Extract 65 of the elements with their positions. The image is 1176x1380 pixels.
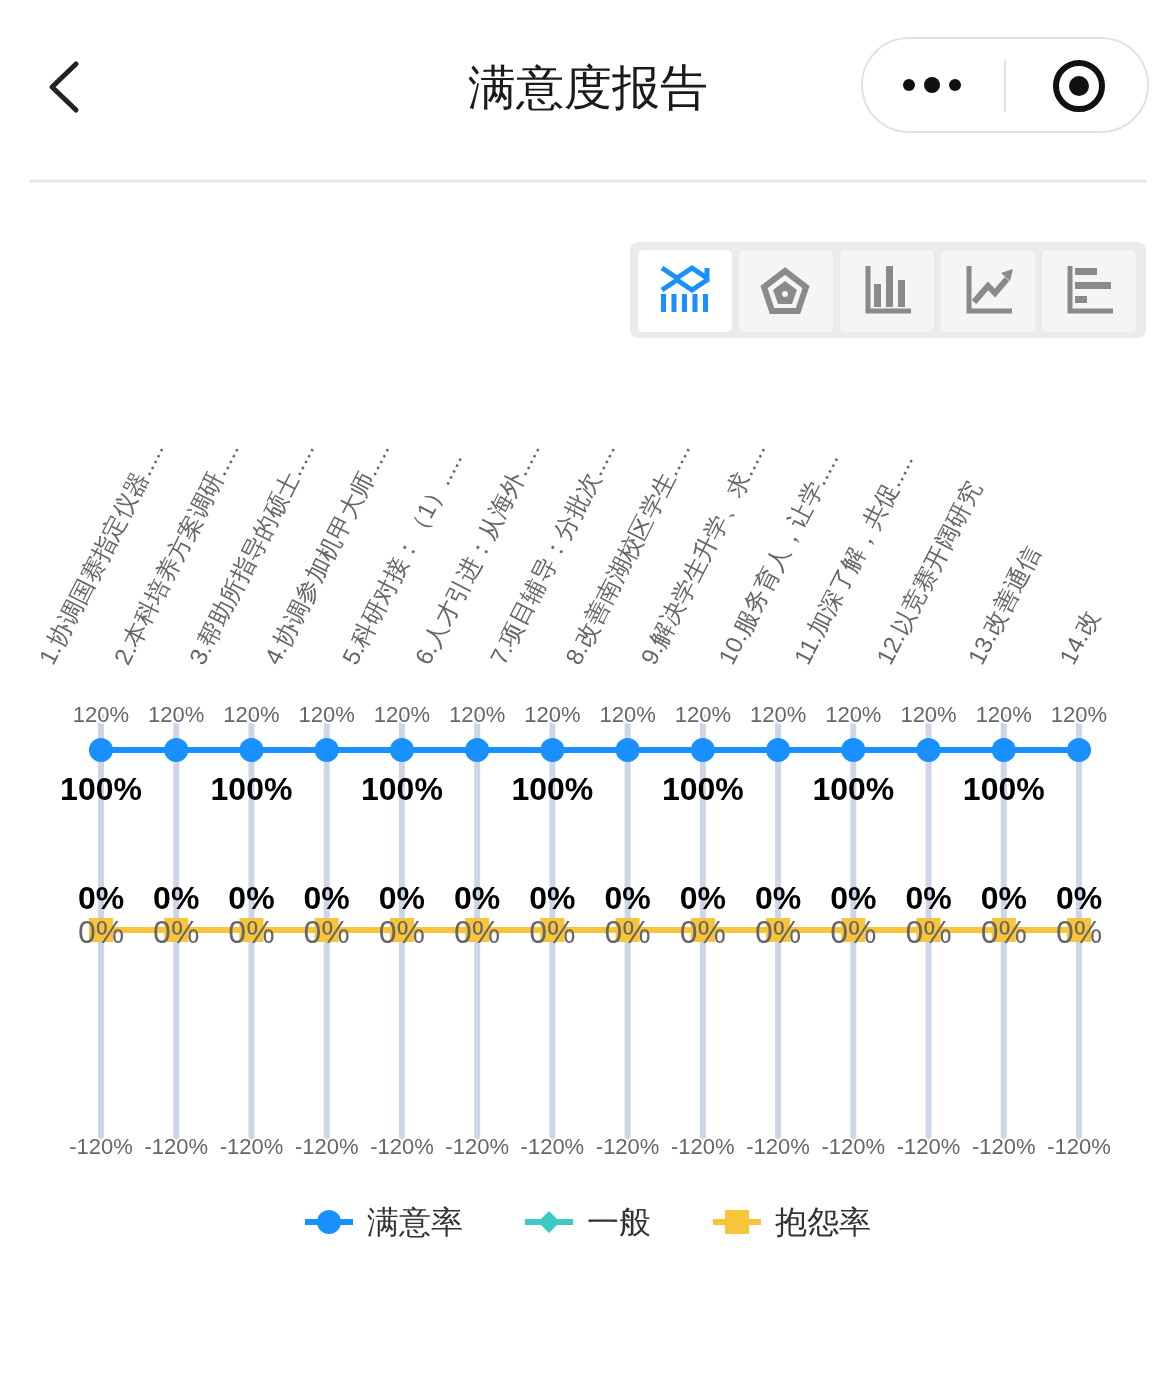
text: -120%	[821, 1134, 886, 1159]
data-label: 0%	[303, 914, 350, 950]
text: 120%	[1050, 702, 1108, 727]
annotation: 0%	[604, 880, 651, 916]
data-label: 0%	[905, 914, 952, 950]
annotation: 0%	[529, 880, 576, 916]
annotation: 0%	[905, 880, 952, 916]
data-label: 0%	[529, 914, 576, 950]
text: -120%	[370, 1134, 434, 1159]
data-label: 100%	[511, 771, 594, 807]
annotation: 0%	[77, 880, 125, 916]
annotation: 0%	[303, 880, 350, 916]
annotation: 0%	[454, 880, 501, 916]
annotation: 0%	[679, 880, 726, 916]
text: 120%	[449, 702, 506, 727]
text: -120%	[294, 1134, 359, 1159]
text: 120%	[373, 702, 431, 727]
chart-title: 满意度报告	[468, 61, 708, 114]
data-label: 0%	[228, 914, 275, 950]
data-label: 100%	[812, 771, 895, 807]
annotation: 0%	[228, 880, 275, 916]
text: 120%	[524, 702, 581, 727]
text: -120%	[445, 1134, 509, 1159]
text: 120%	[975, 702, 1032, 727]
legend-label: 满意率	[367, 1204, 463, 1240]
data-label: 0%	[679, 914, 726, 950]
text: 120%	[223, 702, 280, 727]
annotation: 0%	[153, 880, 200, 916]
data-label: 0%	[454, 914, 501, 950]
data-label: 0%	[830, 914, 877, 950]
data-label: 0%	[604, 914, 651, 950]
text: 120%	[148, 702, 205, 727]
legend-label: 一般	[587, 1204, 651, 1240]
text: -120%	[520, 1134, 585, 1159]
data-label: 100%	[361, 771, 443, 807]
text: -120%	[746, 1134, 810, 1159]
text: 120%	[298, 702, 355, 727]
text: -120%	[1047, 1134, 1111, 1159]
annotation: 0%	[378, 880, 426, 916]
data-label: 0%	[153, 914, 200, 950]
annotation: 0%	[980, 880, 1027, 916]
text: -120%	[896, 1134, 961, 1159]
annotation: 0%	[754, 880, 802, 916]
data-label: 100%	[210, 771, 293, 807]
data-label: 0%	[378, 914, 426, 950]
text: 120%	[599, 702, 656, 727]
text: 120%	[825, 702, 882, 727]
text: -120%	[971, 1134, 1036, 1159]
data-label: 100%	[962, 771, 1045, 807]
legend-label: 抱怨率	[775, 1204, 871, 1240]
annotation: 0%	[830, 880, 877, 916]
text: -120%	[219, 1134, 284, 1159]
text: 120%	[900, 702, 957, 727]
annotation: 0%	[1055, 880, 1103, 916]
data-label: 100%	[661, 771, 744, 807]
text: 120%	[674, 702, 731, 727]
data-label: 0%	[980, 914, 1027, 950]
text: 120%	[749, 702, 807, 727]
text: -120%	[671, 1134, 735, 1159]
x-tick-label: 14.改	[1053, 605, 1105, 669]
data-label: 0%	[754, 914, 802, 950]
x-tick-label: 13.改善通信	[962, 541, 1046, 669]
data-label: 100%	[60, 771, 142, 807]
text: -120%	[595, 1134, 660, 1159]
text: -120%	[144, 1134, 209, 1159]
